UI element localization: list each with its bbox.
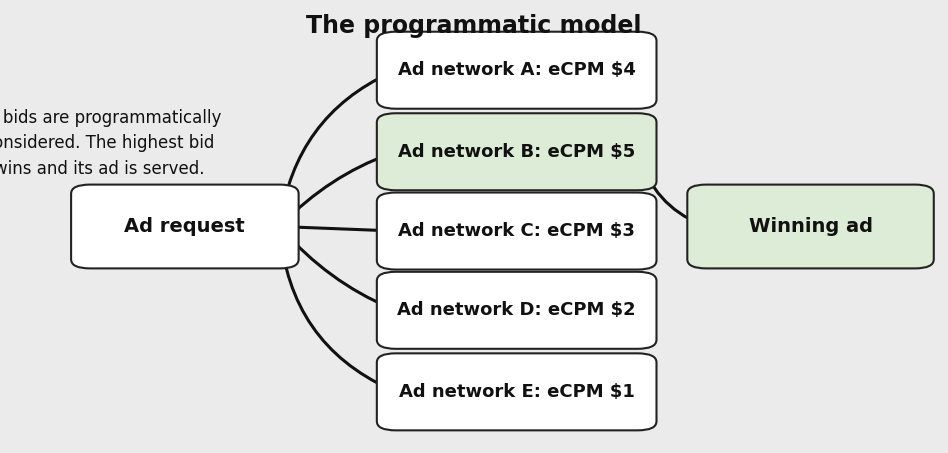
FancyBboxPatch shape — [377, 272, 656, 349]
FancyBboxPatch shape — [377, 353, 656, 430]
Text: Ad network D: eCPM $2: Ad network D: eCPM $2 — [397, 301, 636, 319]
Text: Ad network E: eCPM $1: Ad network E: eCPM $1 — [399, 383, 634, 401]
Text: All bids are programmatically
considered. The highest bid
wins and its ad is ser: All bids are programmatically considered… — [0, 109, 222, 178]
FancyBboxPatch shape — [71, 185, 299, 268]
Text: Winning ad: Winning ad — [749, 217, 872, 236]
FancyBboxPatch shape — [377, 113, 656, 190]
FancyBboxPatch shape — [687, 185, 934, 268]
Text: Ad network A: eCPM $4: Ad network A: eCPM $4 — [398, 61, 635, 79]
Text: Ad request: Ad request — [124, 217, 246, 236]
FancyBboxPatch shape — [377, 193, 656, 270]
FancyBboxPatch shape — [377, 32, 656, 109]
Text: Ad network B: eCPM $5: Ad network B: eCPM $5 — [398, 143, 635, 161]
Text: The programmatic model: The programmatic model — [306, 14, 642, 38]
Text: Ad network C: eCPM $3: Ad network C: eCPM $3 — [398, 222, 635, 240]
